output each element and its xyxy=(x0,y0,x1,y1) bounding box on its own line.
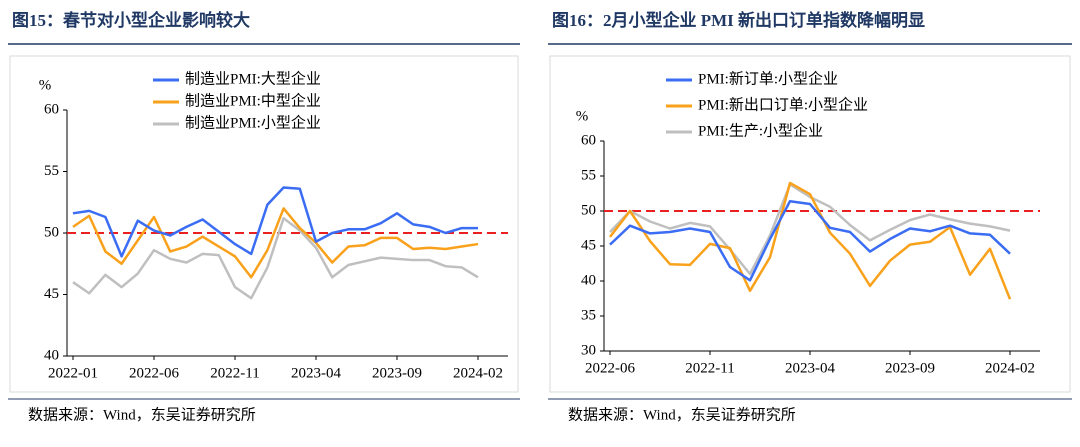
y-tick-label: 40 xyxy=(581,272,596,288)
y-tick-label: 45 xyxy=(581,237,596,253)
chart-frame xyxy=(549,55,1071,393)
chart-frame xyxy=(9,55,519,393)
y-axis-label: % xyxy=(39,77,52,93)
y-tick-label: 40 xyxy=(44,347,59,363)
x-tick-label: 2023-09 xyxy=(885,360,935,376)
x-tick-label: 2022-11 xyxy=(210,365,259,381)
x-tick-label: 2022-06 xyxy=(585,360,635,376)
chart-title: 图16：2月小型企业 PMI 新出口订单指数降幅明显 xyxy=(552,10,925,30)
y-tick-label: 30 xyxy=(581,342,596,358)
legend-label: 制造业PMI:大型企业 xyxy=(185,69,321,87)
y-tick-label: 55 xyxy=(581,167,596,183)
x-tick-label: 2023-09 xyxy=(372,365,422,381)
series-line xyxy=(72,186,478,258)
x-tick-label: 2022-01 xyxy=(48,365,98,381)
y-tick-label: 55 xyxy=(44,163,59,179)
legend-label: 制造业PMI:小型企业 xyxy=(185,113,321,131)
y-tick-label: 50 xyxy=(44,224,59,240)
y-tick-label: 45 xyxy=(44,286,59,302)
x-tick-label: 2022-06 xyxy=(129,365,179,381)
y-tick-label: 60 xyxy=(581,132,596,148)
x-tick-label: 2023-04 xyxy=(785,360,835,376)
source: 数据来源：Wind，东吴证券研究所 xyxy=(28,406,256,423)
y-tick-label: 50 xyxy=(581,202,596,218)
x-tick-label: 2024-02 xyxy=(985,360,1035,376)
series-line xyxy=(609,181,1012,300)
legend-label: 制造业PMI:中型企业 xyxy=(185,91,321,109)
legend-label: PMI:新出口订单:小型企业 xyxy=(698,95,868,113)
series-line xyxy=(72,207,479,279)
source: 数据来源：Wind，东吴证券研究所 xyxy=(568,406,796,423)
y-tick-label: 60 xyxy=(44,101,59,117)
x-tick-label: 2023-04 xyxy=(291,365,341,381)
y-tick-label: 35 xyxy=(581,307,596,323)
y-axis-label: % xyxy=(576,108,589,124)
x-tick-label: 2024-02 xyxy=(453,365,503,381)
x-tick-label: 2022-11 xyxy=(685,360,734,376)
series-line xyxy=(609,199,1011,282)
legend-label: PMI:生产:小型企业 xyxy=(698,121,823,139)
chart-title: 图15：春节对小型企业影响较大 xyxy=(12,10,250,30)
series-line xyxy=(609,183,1011,276)
series-line xyxy=(72,216,479,300)
legend-label: PMI:新订单:小型企业 xyxy=(698,69,838,87)
